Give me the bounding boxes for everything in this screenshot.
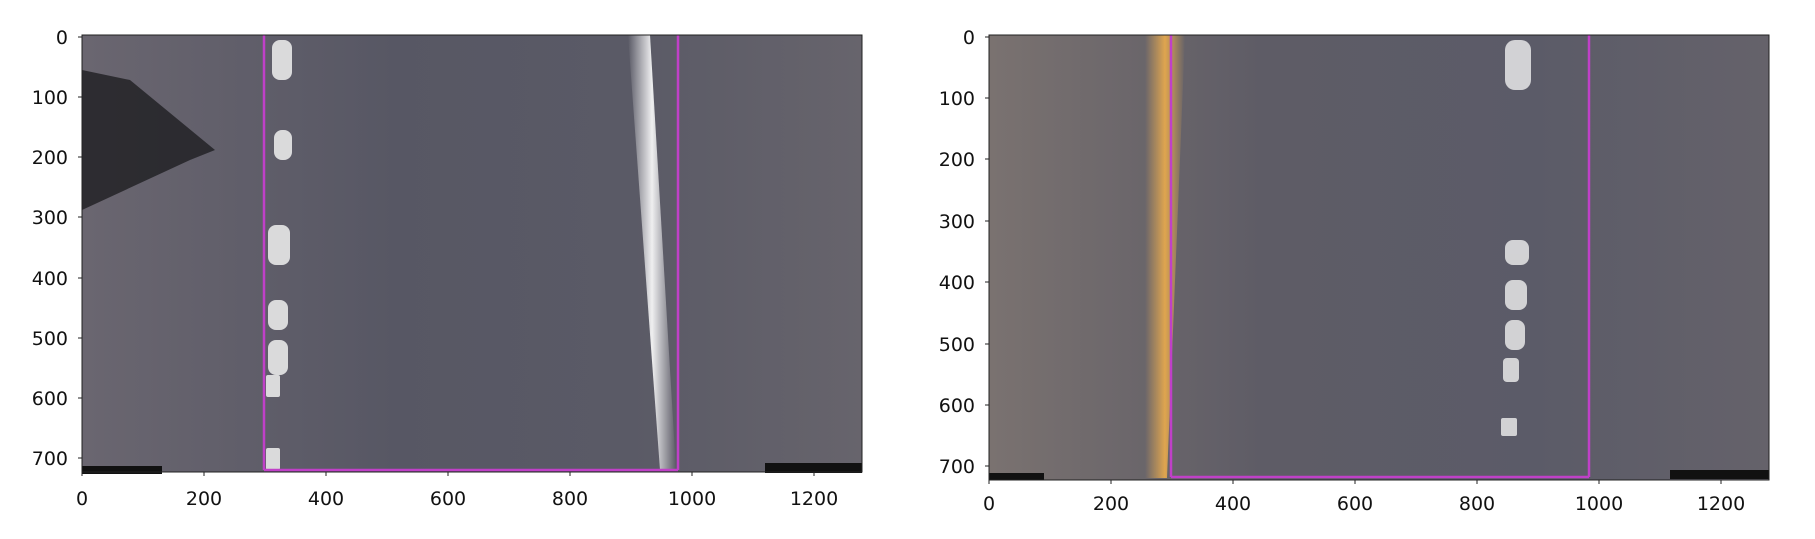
x-tick-label: 0 [76,488,88,510]
y-tick-label: 400 [32,268,68,290]
left-panel: 0 100 200 300 400 500 600 700 0 200 400 … [0,0,900,539]
y-tick-label: 500 [32,328,68,350]
y-tick-label: 100 [939,88,975,110]
x-axis: 0 200 400 600 800 1000 1200 [76,472,838,510]
y-tick-label: 200 [32,147,68,169]
x-tick-label: 600 [1337,493,1373,515]
x-tick-label: 800 [552,488,588,510]
y-tick-label: 600 [939,395,975,417]
road-image [989,35,1769,480]
x-tick-label: 600 [430,488,466,510]
y-tick-label: 0 [963,27,975,49]
y-tick-label: 400 [939,272,975,294]
x-tick-label: 400 [308,488,344,510]
x-tick-label: 1200 [1697,493,1745,515]
bottom-black-strip-left [82,466,162,474]
x-tick-label: 0 [983,493,995,515]
bottom-black-strip-left [989,473,1044,480]
x-tick-label: 1000 [1575,493,1623,515]
axes-frame [81,34,863,473]
right-plot: 0 100 200 300 400 500 600 700 0 200 400 … [939,27,1770,515]
axes-frame [988,34,1770,481]
y-tick-label: 500 [939,334,975,356]
lane-overlay [262,35,680,472]
y-tick-label: 700 [939,456,975,478]
x-axis: 0 200 400 600 800 1000 1200 [983,480,1745,515]
y-tick-label: 600 [32,388,68,410]
x-tick-label: 1000 [668,488,716,510]
right-lane-line [628,35,676,470]
x-tick-label: 400 [1215,493,1251,515]
right-lane-dashes [1501,40,1531,436]
y-tick-label: 0 [56,27,68,49]
x-tick-label: 800 [1459,493,1495,515]
y-tick-label: 300 [32,207,68,229]
x-tick-label: 200 [1093,493,1129,515]
lane-overlay [1169,35,1591,479]
y-axis: 0 100 200 300 400 500 600 700 [32,27,82,470]
left-lane-line [1145,35,1185,478]
y-tick-label: 100 [32,87,68,109]
right-panel: 0 100 200 300 400 500 600 700 0 200 400 … [905,0,1805,539]
y-tick-label: 300 [939,211,975,233]
left-lane-dashes [266,40,292,470]
y-axis: 0 100 200 300 400 500 600 700 [939,27,989,478]
bottom-black-strip-right [1670,470,1769,479]
y-tick-label: 700 [32,448,68,470]
x-tick-label: 200 [186,488,222,510]
left-plot: 0 100 200 300 400 500 600 700 0 200 400 … [32,27,863,510]
road-image [82,35,862,472]
x-tick-label: 1200 [790,488,838,510]
shadow-region [82,70,215,210]
bottom-black-strip-right [765,463,862,473]
y-tick-label: 200 [939,149,975,171]
